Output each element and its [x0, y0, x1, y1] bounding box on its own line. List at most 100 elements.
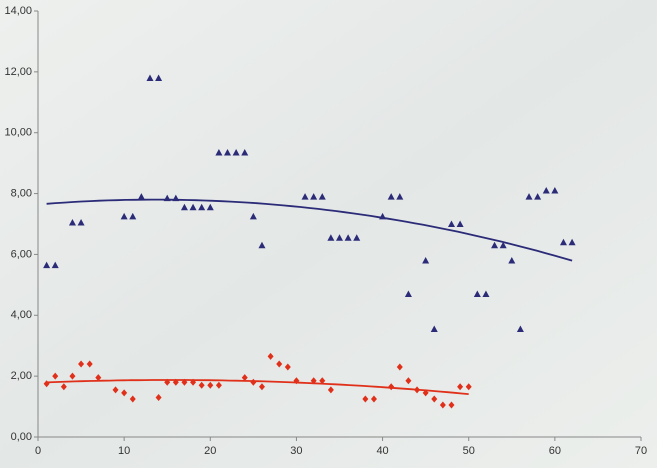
point [258, 241, 266, 249]
point [129, 212, 137, 220]
point [327, 234, 335, 241]
point [525, 193, 533, 200]
y-tick-label: 4,00 [11, 309, 32, 321]
point [310, 193, 318, 200]
point [77, 218, 85, 226]
point [422, 257, 430, 264]
point [362, 395, 369, 403]
point [370, 395, 377, 403]
point [172, 194, 180, 202]
y-tick-label: 8,00 [11, 187, 32, 199]
point [155, 74, 163, 81]
point [95, 374, 102, 382]
point [388, 383, 395, 391]
point [112, 386, 119, 394]
point [396, 363, 403, 371]
point [473, 290, 481, 297]
point [86, 360, 93, 368]
point [146, 74, 154, 81]
point [250, 378, 257, 386]
point [534, 193, 542, 200]
point [43, 261, 51, 269]
point [559, 238, 567, 246]
point [180, 203, 188, 211]
point [120, 212, 128, 220]
point [189, 203, 197, 211]
point [181, 378, 188, 386]
point [327, 386, 334, 394]
x-tick-label: 60 [549, 445, 561, 457]
x-tick-label: 20 [204, 445, 216, 457]
trendline [46, 379, 469, 395]
point [465, 383, 472, 391]
point [241, 148, 249, 156]
point [60, 383, 67, 391]
point [121, 389, 128, 397]
point [190, 378, 197, 386]
point [568, 238, 576, 246]
point [405, 377, 412, 385]
x-tick-label: 30 [290, 445, 302, 457]
point [431, 395, 438, 403]
point [163, 194, 171, 202]
point [456, 220, 464, 227]
point [69, 372, 76, 380]
point [155, 393, 162, 401]
y-tick-label: 6,00 [11, 248, 32, 260]
point [164, 378, 171, 386]
point [172, 378, 179, 386]
x-tick-label: 70 [635, 445, 647, 457]
x-tick-label: 10 [118, 445, 130, 457]
point [51, 261, 59, 269]
point [232, 148, 240, 156]
y-tick-label: 0,00 [11, 431, 32, 443]
point [542, 187, 550, 194]
point [301, 193, 309, 200]
point [78, 360, 85, 368]
point [198, 381, 205, 389]
point [344, 234, 352, 241]
point [422, 389, 429, 397]
point [276, 360, 283, 368]
point [284, 363, 291, 371]
point [249, 212, 257, 220]
point [482, 290, 490, 297]
y-tick-label: 10,00 [4, 127, 32, 139]
point [293, 377, 300, 385]
point [447, 220, 455, 227]
x-tick-label: 40 [376, 445, 388, 457]
point [267, 352, 274, 360]
x-tick-label: 50 [463, 445, 475, 457]
point [387, 193, 395, 200]
point [215, 148, 223, 156]
point [414, 386, 421, 394]
point [43, 380, 50, 388]
point [207, 381, 214, 389]
point [430, 325, 438, 332]
point [457, 383, 464, 391]
point [318, 193, 326, 200]
point [551, 187, 559, 194]
point [68, 218, 76, 226]
point [404, 290, 412, 297]
point [258, 383, 265, 391]
x-tick-label: 0 [35, 445, 41, 457]
point [137, 193, 145, 200]
point [516, 325, 524, 332]
y-tick-label: 14,00 [4, 5, 32, 17]
point [379, 212, 387, 220]
point [52, 372, 59, 380]
point [198, 203, 206, 211]
y-tick-label: 2,00 [11, 370, 32, 382]
point [448, 401, 455, 409]
point [310, 377, 317, 385]
trendline [46, 198, 573, 262]
point [396, 193, 404, 200]
point [129, 395, 136, 403]
point [439, 401, 446, 409]
point [319, 377, 326, 385]
point [336, 234, 343, 241]
point [241, 374, 248, 382]
